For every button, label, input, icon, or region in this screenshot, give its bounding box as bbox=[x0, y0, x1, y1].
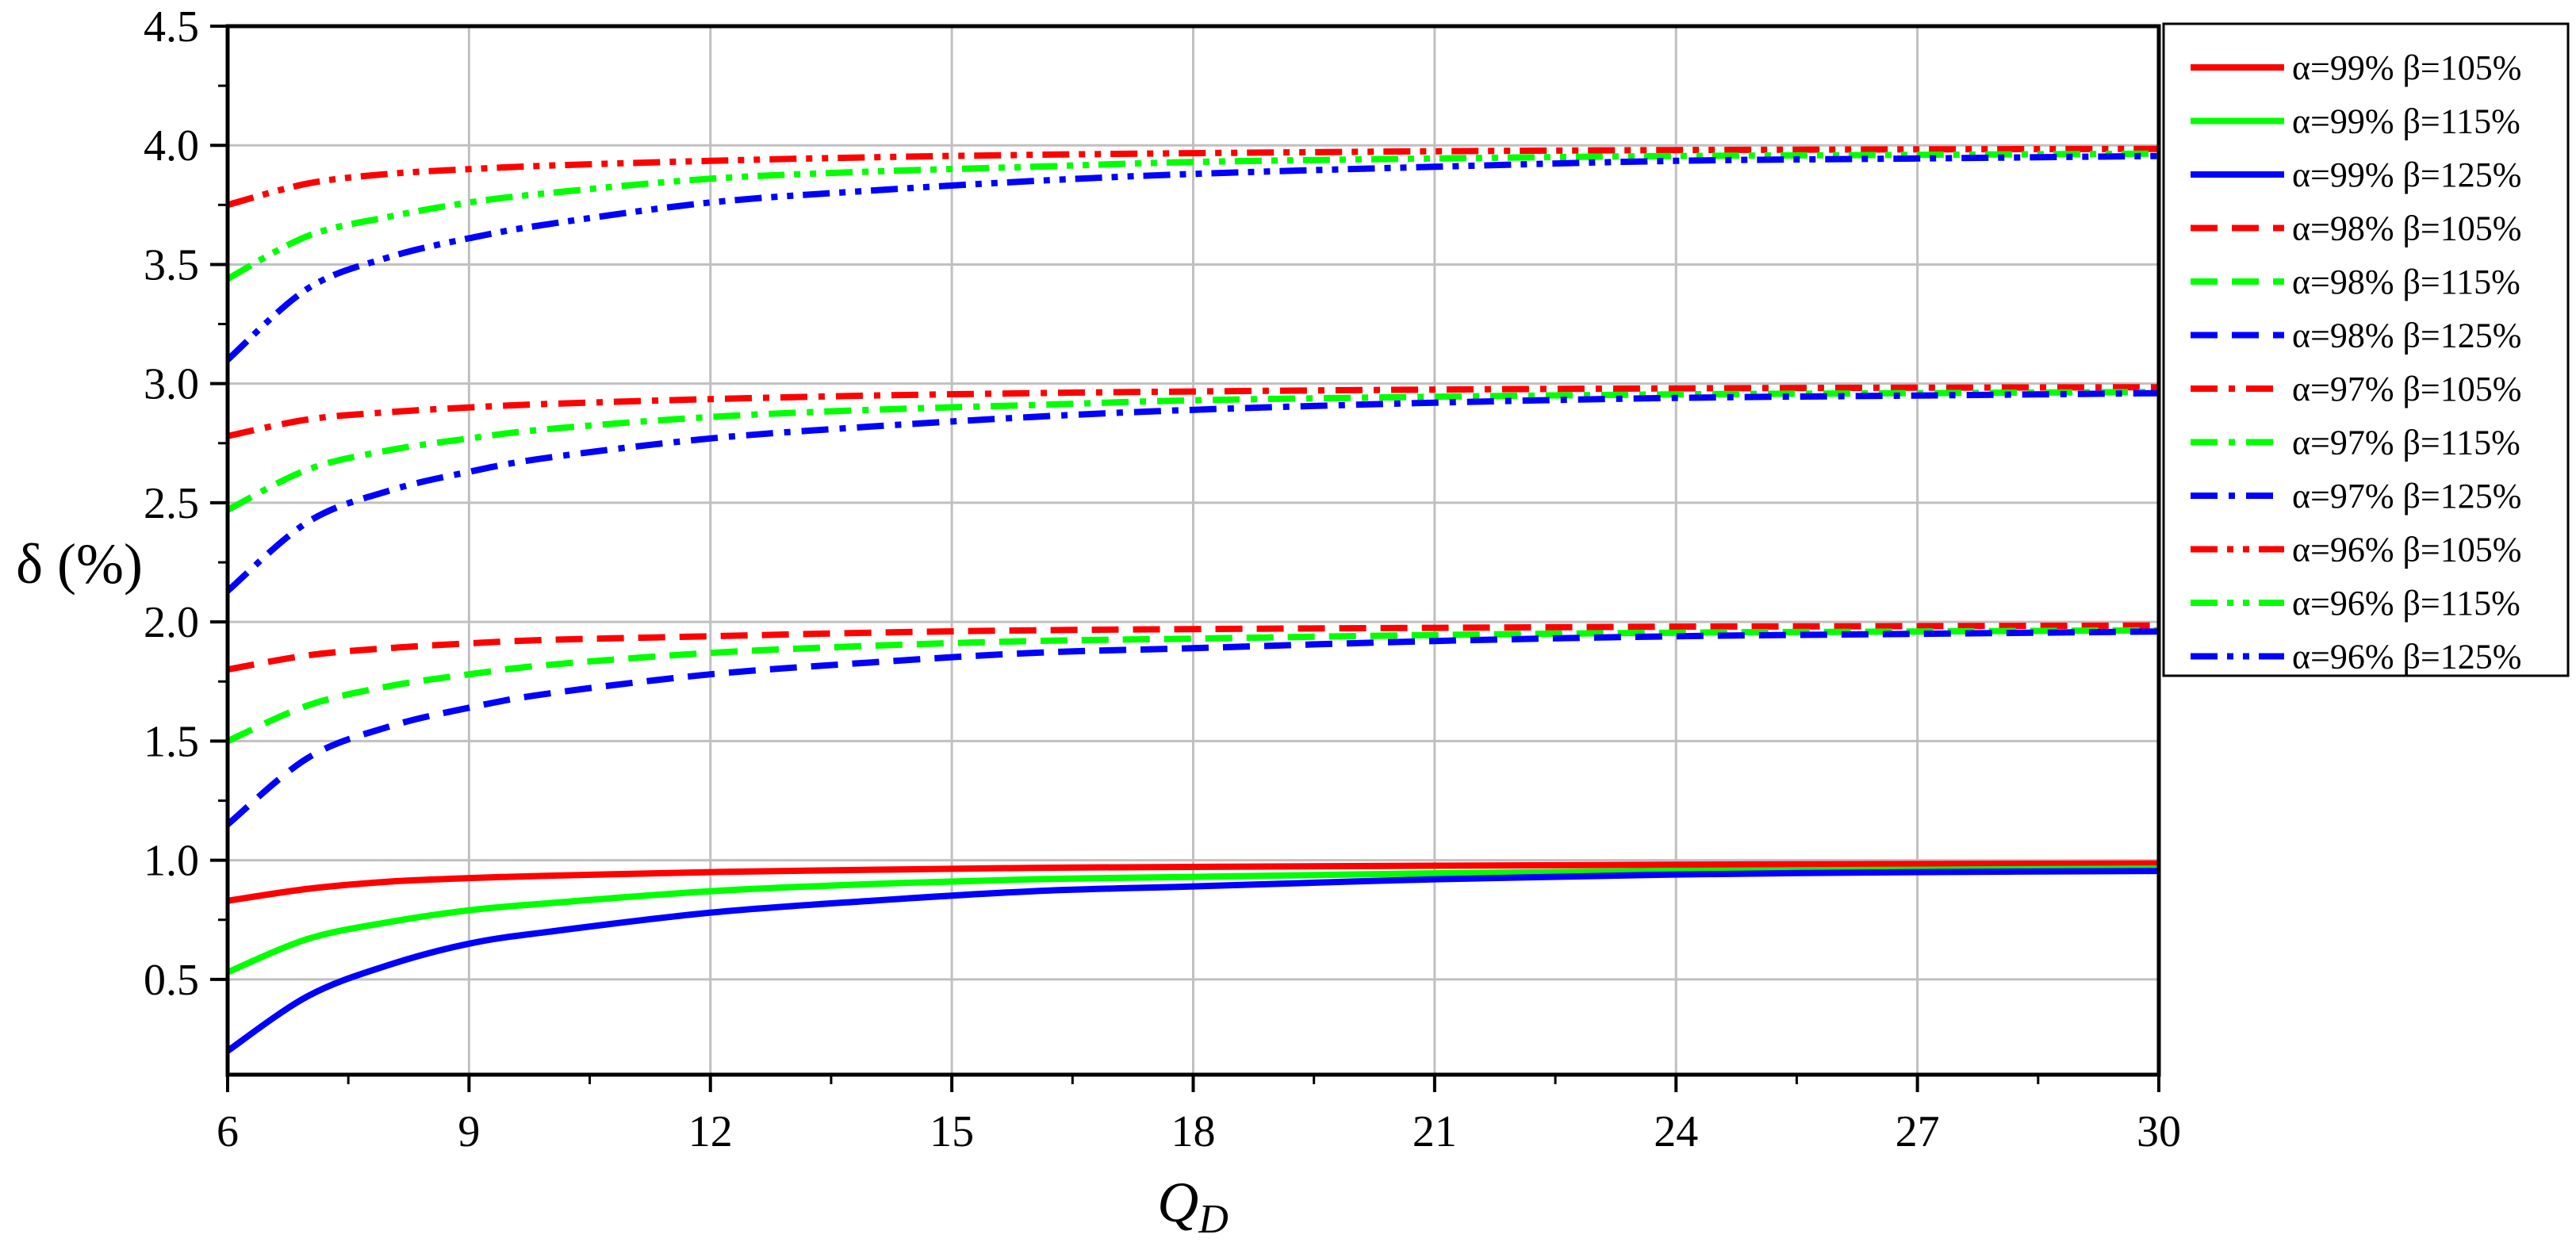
legend-label: α=97% β=105% bbox=[2292, 370, 2521, 408]
y-tick-label: 3.0 bbox=[144, 360, 199, 409]
series-line-7 bbox=[227, 384, 2160, 439]
legend-beta: β=115% bbox=[2403, 424, 2520, 462]
y-tick-label: 2.0 bbox=[144, 598, 199, 647]
legend-label: α=97% β=115% bbox=[2292, 424, 2520, 462]
y-tick-label: 3.5 bbox=[144, 240, 199, 289]
x-axis-title: QD bbox=[1157, 1171, 1229, 1242]
x-tick-label: 9 bbox=[458, 1107, 480, 1156]
series-lines bbox=[225, 145, 2160, 1054]
y-tick-label: 4.5 bbox=[144, 2, 199, 52]
y-tick-label: 1.0 bbox=[144, 837, 199, 886]
legend-beta: β=105% bbox=[2403, 370, 2522, 408]
series-line-9 bbox=[225, 389, 2160, 594]
x-axis-title-subscript: D bbox=[1198, 1197, 1229, 1242]
legend: α=99% β=105%α=99% β=115%α=99% β=125%α=98… bbox=[2162, 22, 2570, 677]
legend-alpha: α=97% bbox=[2292, 370, 2403, 408]
legend-label: α=98% β=105% bbox=[2292, 209, 2521, 248]
legend-label: α=99% β=115% bbox=[2292, 102, 2520, 141]
series-line-4 bbox=[227, 622, 2160, 673]
y-tick-label: 1.5 bbox=[144, 717, 199, 766]
legend-label: α=99% β=105% bbox=[2292, 48, 2521, 87]
x-axis-title-main: Q bbox=[1157, 1171, 1198, 1234]
legend-beta: β=115% bbox=[2403, 263, 2520, 301]
x-tick-label: 6 bbox=[217, 1107, 239, 1156]
legend-alpha: α=99% bbox=[2292, 102, 2403, 141]
legend-alpha: α=97% bbox=[2292, 477, 2403, 516]
legend-alpha: α=96% bbox=[2292, 638, 2403, 677]
x-tick-labels: 6 9 12 15 18 21 24 27 30 bbox=[217, 1107, 2181, 1156]
legend-label: α=96% β=125% bbox=[2292, 638, 2521, 677]
legend-box bbox=[2162, 22, 2570, 677]
legend-alpha: α=98% bbox=[2292, 316, 2403, 355]
legend-label: α=98% β=125% bbox=[2292, 316, 2521, 355]
x-tick-label: 12 bbox=[688, 1107, 733, 1156]
y-tick-label: 4.0 bbox=[144, 121, 199, 171]
legend-alpha: α=98% bbox=[2292, 209, 2403, 248]
legend-beta: β=125% bbox=[2403, 477, 2522, 516]
legend-alpha: α=99% bbox=[2292, 155, 2403, 194]
y-tick-label: 2.5 bbox=[144, 479, 199, 528]
legend-label: α=99% β=125% bbox=[2292, 155, 2521, 194]
legend-items: α=99% β=105%α=99% β=115%α=99% β=125%α=98… bbox=[2191, 48, 2521, 677]
y-tick-label: 0.5 bbox=[144, 956, 199, 1005]
legend-label: α=96% β=115% bbox=[2292, 584, 2520, 623]
x-tick-label: 18 bbox=[1171, 1107, 1216, 1156]
x-tick-label: 24 bbox=[1654, 1107, 1698, 1156]
series-line-6 bbox=[225, 628, 2160, 827]
grid bbox=[228, 26, 2159, 1075]
legend-label: α=96% β=105% bbox=[2292, 531, 2521, 569]
x-tick-label: 21 bbox=[1413, 1107, 1457, 1156]
series-line-10 bbox=[226, 145, 2160, 209]
legend-beta: β=125% bbox=[2403, 316, 2522, 355]
series-line-5 bbox=[226, 627, 2160, 745]
legend-alpha: α=96% bbox=[2292, 584, 2403, 623]
legend-beta: β=125% bbox=[2403, 155, 2522, 194]
y-axis-title: δ (%) bbox=[16, 532, 143, 596]
legend-beta: β=125% bbox=[2403, 638, 2522, 677]
series-line-11 bbox=[226, 150, 2160, 282]
legend-label: α=97% β=125% bbox=[2292, 477, 2521, 516]
series-line-1 bbox=[227, 860, 2160, 904]
y-tick-labels: 0.5 1.0 1.5 2.0 2.5 3.0 3.5 4.0 4.5 bbox=[144, 2, 199, 1005]
legend-alpha: α=97% bbox=[2292, 424, 2403, 462]
x-tick-label: 27 bbox=[1896, 1107, 1940, 1156]
x-tick-label: 30 bbox=[2137, 1107, 2181, 1156]
x-tick-label: 15 bbox=[930, 1107, 974, 1156]
legend-alpha: α=99% bbox=[2292, 48, 2403, 87]
legend-beta: β=115% bbox=[2403, 584, 2520, 623]
legend-beta: β=105% bbox=[2403, 531, 2522, 569]
legend-alpha: α=96% bbox=[2292, 531, 2403, 569]
legend-beta: β=105% bbox=[2403, 209, 2522, 248]
legend-alpha: α=98% bbox=[2292, 263, 2403, 301]
axis-ticks bbox=[210, 25, 2160, 1092]
legend-beta: β=115% bbox=[2403, 102, 2520, 141]
legend-beta: β=105% bbox=[2403, 48, 2522, 87]
series-line-3 bbox=[225, 868, 2160, 1054]
legend-label: α=98% β=115% bbox=[2292, 263, 2520, 301]
